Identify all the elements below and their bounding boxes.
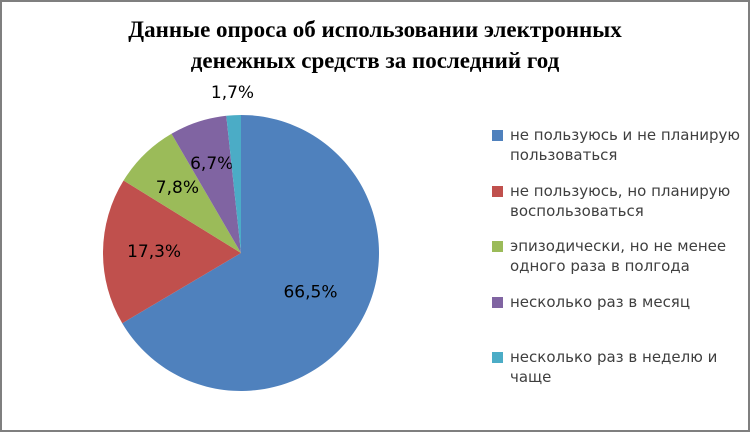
legend-label: несколько раз в неделю и чаще — [510, 348, 718, 386]
legend-label: несколько раз в месяц — [510, 292, 691, 311]
legend-item: не пользуюсь, но планирую воспользоватьс… — [492, 181, 744, 237]
pie-data-label-1: 17,3% — [127, 242, 181, 262]
legend-item: не пользуюсь и не планирую пользоваться — [492, 125, 744, 181]
pie-slice-1 — [103, 180, 241, 324]
legend-item: несколько раз в неделю и чаще — [492, 347, 744, 403]
legend-item: несколько раз в месяц — [492, 292, 744, 348]
legend-swatch-icon — [492, 352, 503, 363]
legend-label: эпизодически, но не менее одного раза в … — [510, 237, 727, 275]
legend-swatch-icon — [492, 185, 503, 197]
pie-slice-3 — [171, 115, 241, 253]
pie-data-label-2: 7,8% — [156, 178, 199, 198]
pie-data-label-0: 66,5% — [283, 283, 337, 303]
legend-label: не пользуюсь, но планирую воспользоватьс… — [510, 181, 731, 220]
pie-data-label-4: 1,7% — [211, 83, 254, 103]
legend-swatch-icon — [492, 130, 503, 141]
pie-slice-2 — [123, 133, 241, 253]
legend-label: не пользуюсь и не планирую пользоваться — [510, 126, 741, 164]
legend-swatch-icon — [492, 296, 503, 308]
chart-title: Данные опроса об использовании электронн… — [128, 17, 622, 73]
pie-slice-4 — [226, 115, 241, 253]
pie-data-label-3: 6,7% — [190, 154, 233, 174]
legend-swatch-icon — [492, 241, 503, 252]
legend-item: эпизодически, но не менее одного раза в … — [492, 236, 744, 292]
legend: не пользуюсь и не планирую пользоваться … — [492, 125, 744, 403]
pie-slice-0 — [122, 115, 380, 392]
